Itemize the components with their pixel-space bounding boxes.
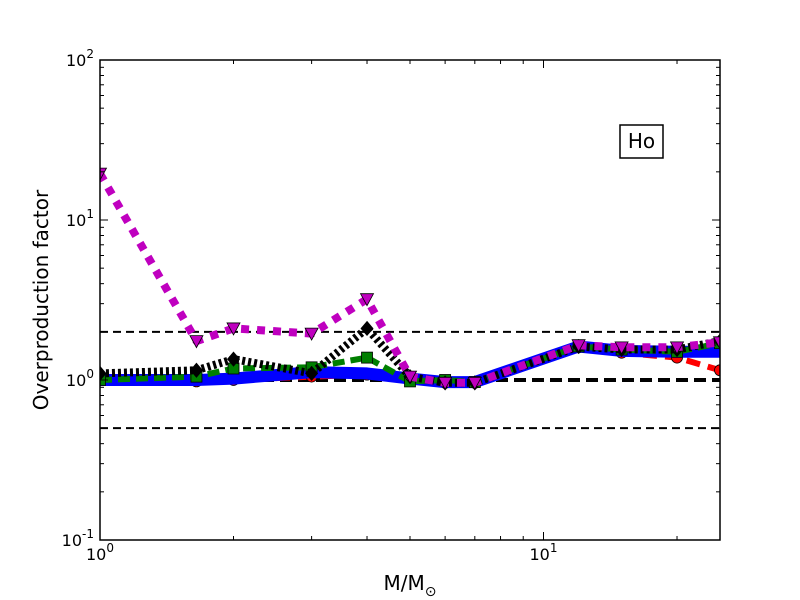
data-point <box>360 320 374 337</box>
data-point <box>712 336 720 350</box>
data-point <box>361 351 373 364</box>
data-point <box>226 322 241 336</box>
x-axis-title-sub: ⊙ <box>425 584 437 600</box>
annotation-label: Ho <box>628 129 655 153</box>
series-line-4 <box>100 171 720 387</box>
data-point <box>304 327 319 341</box>
y-tick-label: 100 <box>66 367 94 390</box>
data-point <box>614 341 629 355</box>
data-point <box>714 364 720 377</box>
data-point <box>226 351 241 367</box>
y-tick-label: 102 <box>66 47 94 70</box>
data-point <box>571 339 586 353</box>
data-point <box>189 335 204 349</box>
data-point <box>359 293 375 307</box>
data-point <box>669 341 685 355</box>
x-tick-label: 100 <box>86 541 114 564</box>
data-point <box>467 376 482 391</box>
y-tick-label: 10-1 <box>62 527 94 550</box>
x-axis-title-main: M/M <box>384 571 425 595</box>
x-tick-label: 101 <box>530 541 558 564</box>
y-tick-label: 101 <box>66 207 94 230</box>
y-axis-title: Overproduction factor <box>29 189 53 410</box>
data-point <box>100 167 108 181</box>
data-point <box>402 370 418 384</box>
data-point <box>189 362 203 378</box>
data-point <box>437 376 453 391</box>
x-axis-title: M/M⊙ <box>384 571 437 600</box>
series-4 <box>100 167 720 391</box>
annotation-box: Ho <box>619 124 664 159</box>
data-point <box>305 365 319 381</box>
annotation-frame <box>619 124 664 159</box>
data-point <box>100 365 107 381</box>
plot-area <box>100 167 720 430</box>
